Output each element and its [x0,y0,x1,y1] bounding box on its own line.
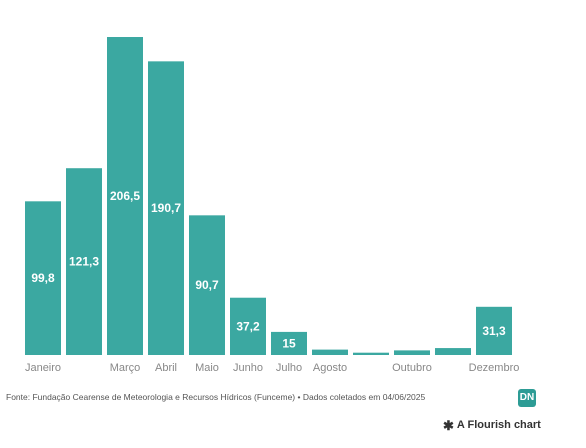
bar-agosto[interactable] [312,349,348,355]
bar-novembro[interactable] [435,348,471,355]
bar-abril[interactable] [148,61,184,355]
data-label-fevereiro: 121,3 [69,255,99,269]
data-label-maio: 90,7 [195,278,219,292]
data-label-março: 206,5 [110,189,140,203]
x-tick-agosto: Agosto [313,362,347,374]
dn-logo-icon: DN [518,389,536,407]
x-tick-dezembro: Dezembro [469,362,520,374]
bar-maio[interactable] [189,215,225,355]
x-tick-maio: Maio [195,362,219,374]
x-tick-julho: Julho [276,362,302,374]
bar-outubro[interactable] [394,350,430,355]
source-note: Fonte: Fundação Cearense de Meteorologia… [6,392,426,402]
data-label-janeiro: 99,8 [31,271,55,285]
bar-janeiro[interactable] [25,201,61,355]
data-label-julho: 15 [282,336,296,350]
bar-fevereiro[interactable] [66,168,102,355]
flourish-asterisk-icon: ✱ [443,417,454,433]
x-tick-abril: Abril [155,362,177,374]
data-label-dezembro: 31,3 [482,324,506,338]
x-tick-março: Março [110,362,141,374]
data-label-junho: 37,2 [236,319,260,333]
x-tick-outubro: Outubro [392,362,432,374]
bar-março[interactable] [107,37,143,355]
bar-dezembro[interactable] [476,306,512,355]
data-label-abril: 190,7 [151,201,181,215]
bar-setembro[interactable] [353,352,389,355]
bar-julho[interactable] [271,331,307,355]
x-tick-junho: Junho [233,362,263,374]
flourish-credit-link[interactable]: ✱ A Flourish chart [443,417,541,433]
x-tick-janeiro: Janeiro [25,362,61,374]
bar-chart: 99,8 Janeiro 121,3 206,5 Março 190,7 Abril 90,7… [25,37,520,374]
bar-junho[interactable] [230,297,266,355]
flourish-credit-label: A Flourish chart [456,419,541,431]
